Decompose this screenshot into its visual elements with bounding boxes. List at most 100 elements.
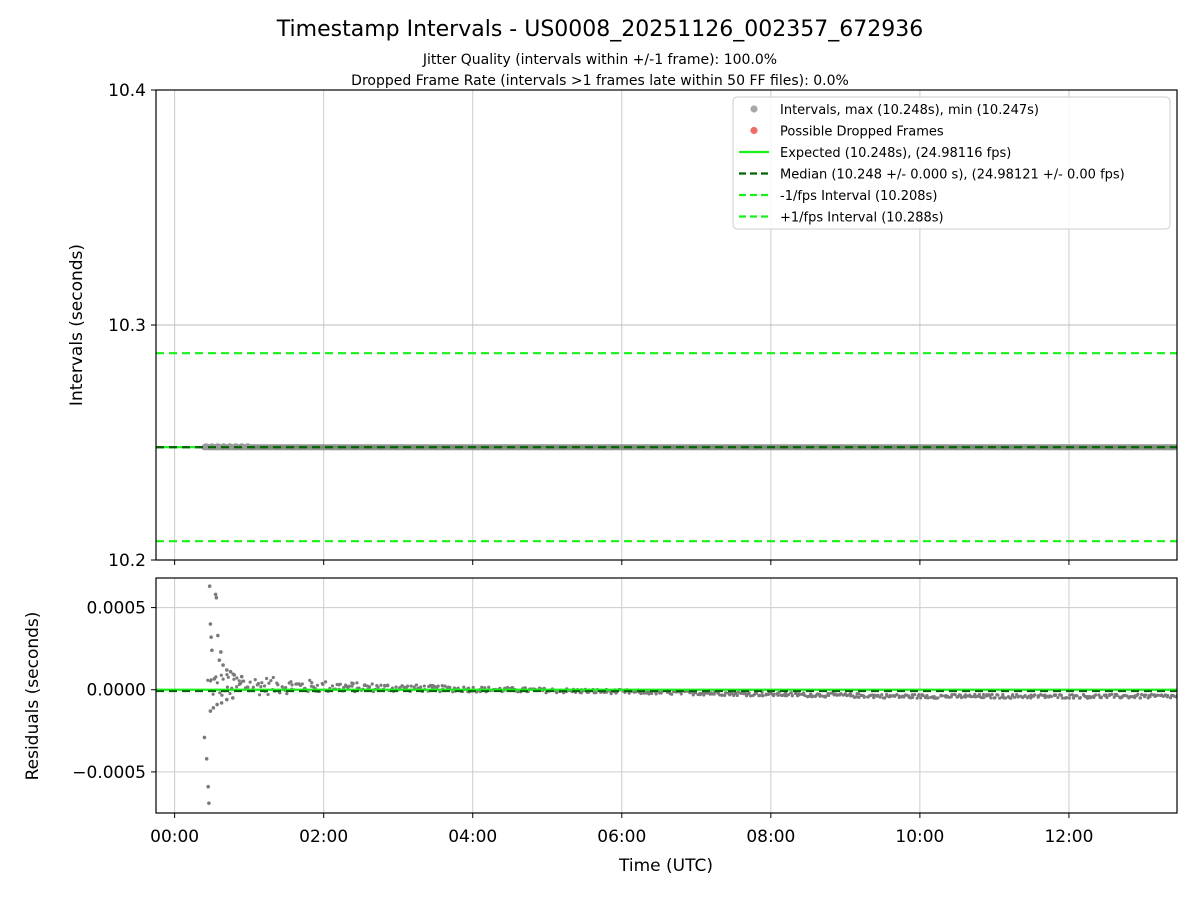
residual-point (207, 584, 212, 589)
residual-point (239, 681, 243, 685)
residual-point (315, 683, 320, 687)
residual-point (1140, 692, 1144, 697)
residual-point (443, 684, 447, 688)
legend-entry: Intervals, max (10.248s), min (10.247s) (780, 103, 1039, 118)
residual-point (232, 677, 236, 681)
residual-point (989, 696, 993, 700)
residual-point (1009, 696, 1013, 700)
residual-point (471, 685, 475, 690)
residual-point (650, 691, 654, 696)
residual-point (699, 691, 703, 696)
intervals-y-tick-label: 10.3 (108, 316, 146, 336)
residual-point (880, 693, 884, 697)
residual-point (878, 695, 882, 699)
chart-subtitle-dropped: Dropped Frame Rate (intervals >1 frames … (351, 73, 849, 89)
residual-point (330, 684, 335, 688)
residual-point (218, 691, 222, 695)
residual-point (1138, 696, 1142, 700)
residual-point (386, 684, 390, 688)
residuals-x-tick-label: 08:00 (746, 827, 795, 847)
residual-point (1136, 692, 1140, 696)
residual-point (990, 692, 994, 697)
residual-point (207, 801, 211, 805)
residual-point (262, 684, 267, 688)
residual-point (885, 694, 889, 698)
residual-point (422, 684, 426, 688)
residual-point (735, 693, 739, 698)
residual-point (982, 696, 986, 700)
residual-point (981, 693, 986, 697)
residual-point (308, 678, 312, 683)
residual-point (221, 677, 225, 681)
intervals-point (202, 443, 210, 451)
residual-point (371, 690, 376, 694)
residual-point (204, 756, 209, 761)
residual-point (915, 696, 919, 700)
residual-point (242, 679, 246, 683)
residual-point (921, 693, 925, 698)
residual-point (910, 693, 914, 697)
residual-point (321, 682, 325, 686)
residuals-frame (155, 577, 1178, 814)
residual-point (959, 696, 964, 700)
residual-point (786, 693, 791, 697)
intervals-panel: 10.2 10.3 10.4 (108, 81, 1178, 571)
residual-point (579, 691, 583, 695)
intervals-frame (155, 89, 1178, 561)
legend-entry: Possible Dropped Frames (780, 125, 944, 140)
residual-point (897, 694, 901, 698)
residual-point (1016, 695, 1020, 699)
residual-point (251, 685, 255, 689)
residual-point (226, 675, 230, 679)
intervals-point (214, 443, 222, 451)
residuals-y-tick-label: 0.0005 (87, 599, 146, 619)
residual-point (394, 685, 398, 689)
residual-point (803, 693, 807, 698)
residual-point (206, 678, 210, 682)
residual-point (257, 693, 262, 697)
residual-point (214, 675, 218, 679)
residual-point (555, 691, 559, 695)
intervals-y-axis-label: Intervals (seconds) (67, 244, 87, 406)
residual-point (1094, 693, 1098, 697)
residual-point (1110, 692, 1114, 697)
legend-entry: +1/fps Interval (10.288s) (780, 211, 944, 226)
legend-marker (750, 126, 758, 135)
residual-point (1104, 693, 1108, 697)
residual-point (206, 784, 210, 789)
residuals-x-tick-label: 10:00 (895, 827, 944, 847)
residual-point (217, 658, 222, 662)
residual-point (284, 685, 288, 690)
residual-point (1054, 693, 1058, 697)
residual-point (645, 690, 649, 694)
residual-point (872, 696, 876, 700)
residual-point (232, 673, 237, 677)
residual-point (1004, 696, 1008, 700)
chart-title: Timestamp Intervals - US0008_20251126_00… (276, 17, 923, 42)
residual-point (926, 696, 930, 700)
residual-point (208, 709, 213, 713)
residual-point (1056, 695, 1060, 700)
residual-point (627, 691, 631, 695)
residual-point (211, 692, 215, 696)
residual-point (1059, 693, 1063, 697)
residual-point (230, 696, 235, 700)
residual-point (269, 678, 273, 683)
residual-point (1023, 693, 1027, 698)
residual-point (462, 685, 466, 689)
residual-point (776, 693, 780, 697)
residual-point (224, 668, 229, 672)
residual-point (237, 679, 241, 683)
legend-entry: -1/fps Interval (10.208s) (780, 189, 937, 204)
residual-point (670, 692, 674, 696)
residual-point (505, 685, 510, 690)
residual-point (280, 685, 284, 689)
residual-point (324, 680, 328, 684)
residual-point (917, 693, 921, 697)
residual-point (794, 691, 798, 695)
residual-point (1099, 696, 1103, 700)
residual-point (950, 692, 954, 697)
residual-point (790, 694, 794, 698)
residual-point (253, 678, 257, 682)
